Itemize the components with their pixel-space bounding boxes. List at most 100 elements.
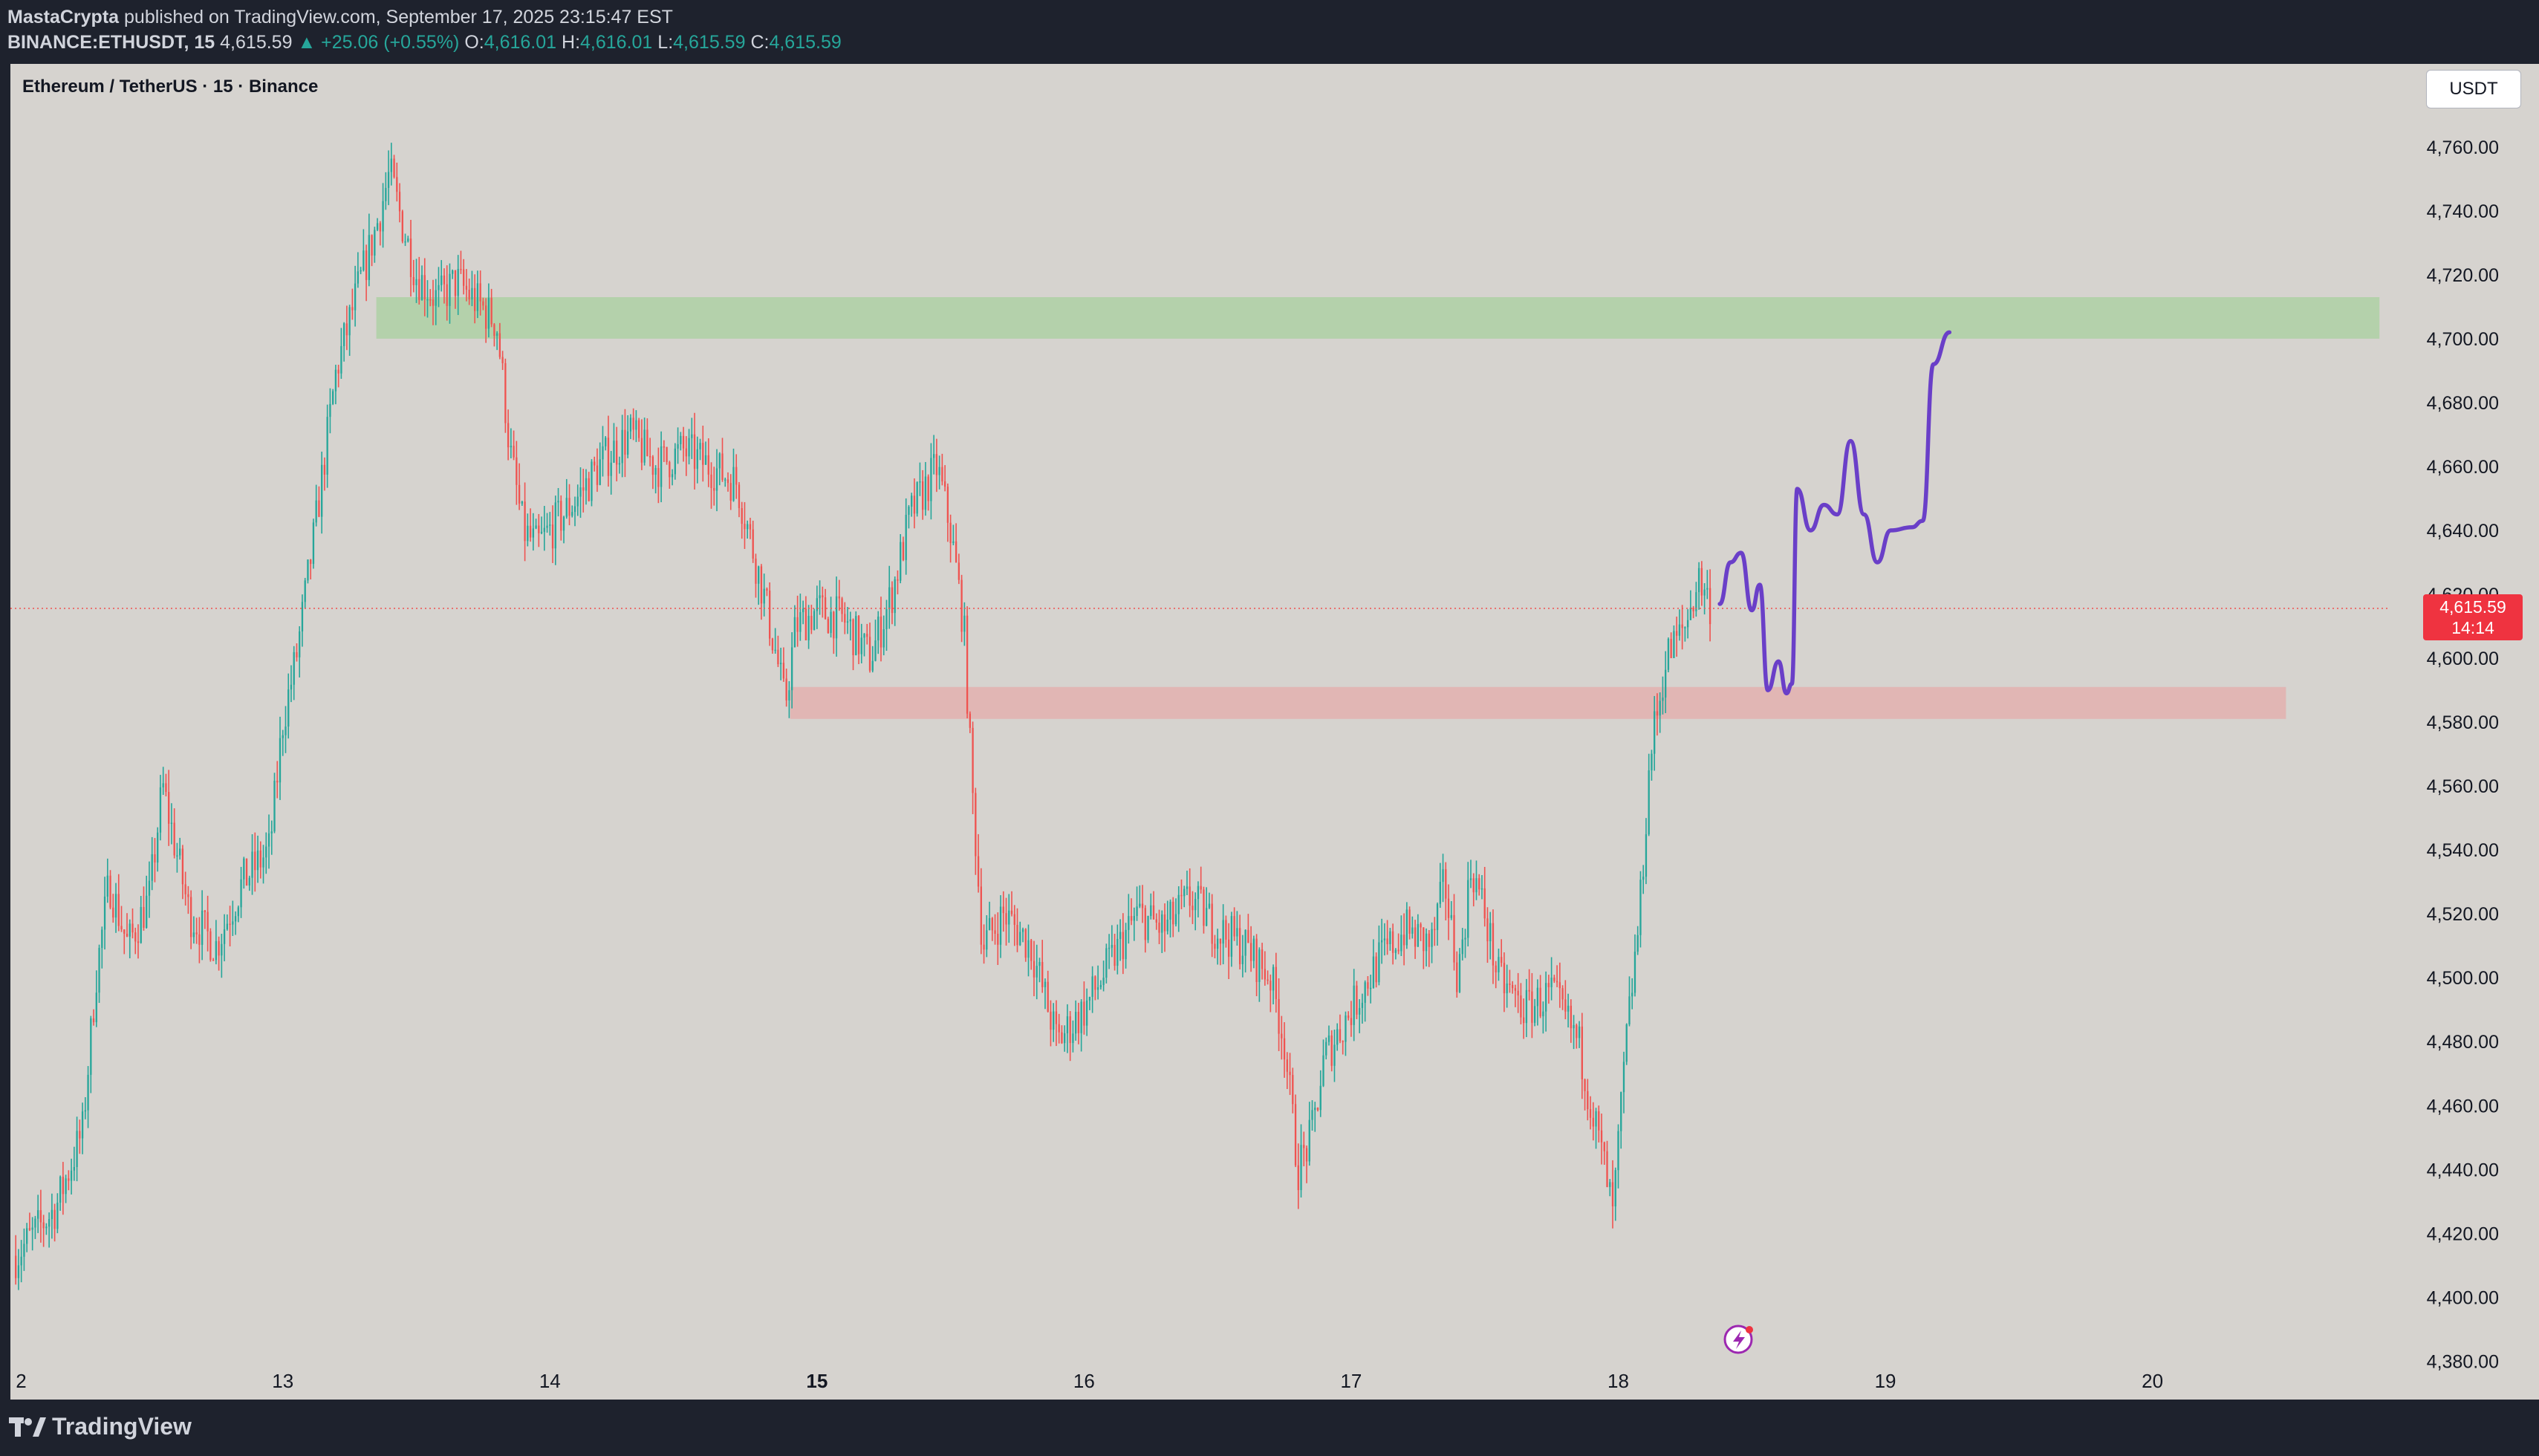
candle-body bbox=[1008, 910, 1010, 925]
candle-body bbox=[463, 269, 465, 286]
chart-canvas[interactable]: 2 13 14 15 16 17 18 19 20 bbox=[10, 64, 2387, 1400]
candle-body bbox=[189, 897, 192, 937]
candle-body bbox=[1475, 878, 1477, 893]
candle-body bbox=[401, 211, 403, 242]
candle-body bbox=[911, 495, 913, 507]
candle-body bbox=[654, 468, 657, 475]
candle-body bbox=[1642, 877, 1645, 880]
candle-body bbox=[643, 429, 646, 463]
tradingview-logo[interactable]: TradingView bbox=[9, 1413, 192, 1440]
candle-body bbox=[1303, 1145, 1305, 1148]
candle-body bbox=[972, 727, 974, 793]
candle-body bbox=[1483, 888, 1486, 919]
chart-pane[interactable]: 2 13 14 15 16 17 18 19 20 bbox=[10, 64, 2387, 1400]
candle-body bbox=[1036, 966, 1038, 978]
candle-body bbox=[571, 512, 573, 516]
candle-body bbox=[1570, 1005, 1572, 1029]
candle-body bbox=[363, 250, 365, 270]
candle-body bbox=[1197, 885, 1200, 900]
candle-body bbox=[173, 822, 175, 856]
candle-body bbox=[321, 464, 323, 517]
candle-body bbox=[938, 467, 940, 475]
candle-body bbox=[1289, 1071, 1291, 1076]
candle-body bbox=[1405, 909, 1408, 946]
candle-body bbox=[154, 854, 156, 863]
candle-body bbox=[1576, 1024, 1578, 1039]
symbol-label[interactable]: BINANCE:ETHUSDT, 15 bbox=[7, 32, 215, 53]
candle-body bbox=[718, 453, 721, 469]
y-tick-label: 4,720.00 bbox=[2427, 265, 2499, 286]
candle-body bbox=[935, 454, 938, 475]
candle-body bbox=[894, 579, 896, 614]
currency-button[interactable]: USDT bbox=[2426, 70, 2521, 108]
candle-body bbox=[932, 454, 935, 458]
y-tick-label: 4,420.00 bbox=[2427, 1223, 2499, 1244]
candle-body bbox=[465, 285, 468, 290]
candle-body bbox=[1217, 938, 1219, 949]
candle-body bbox=[20, 1256, 22, 1266]
candle-body bbox=[460, 269, 462, 270]
candle-body bbox=[240, 879, 242, 908]
candle-body bbox=[1319, 1085, 1321, 1111]
candle-body bbox=[1447, 898, 1450, 918]
candle-body bbox=[724, 479, 726, 481]
candle-body bbox=[1469, 878, 1472, 880]
candle-body bbox=[1189, 886, 1191, 906]
demand-zone[interactable] bbox=[790, 686, 2286, 719]
y-tick-label: 4,760.00 bbox=[2427, 137, 2499, 158]
candle-body bbox=[87, 1074, 89, 1111]
price-axis[interactable]: 4,380.00 4,400.00 4,420.00 4,440.00 4,460.00… bbox=[2387, 64, 2539, 1400]
candle-body bbox=[646, 429, 648, 457]
candle-body bbox=[409, 238, 412, 278]
candle-body bbox=[657, 468, 660, 487]
candle-body bbox=[882, 629, 885, 648]
candle-body bbox=[426, 299, 429, 301]
candle-body bbox=[585, 478, 588, 491]
candle-body bbox=[1152, 905, 1155, 920]
candle-body bbox=[329, 403, 331, 417]
candle-body bbox=[1611, 1182, 1614, 1206]
candle-body bbox=[1573, 1024, 1575, 1029]
candle-body bbox=[326, 417, 328, 475]
candle-body bbox=[1547, 983, 1550, 987]
candle-body bbox=[729, 483, 732, 501]
candle-body bbox=[860, 637, 862, 654]
candle-body bbox=[766, 588, 768, 591]
publisher-name[interactable]: MastaCrypta bbox=[7, 7, 120, 27]
candle-body bbox=[1005, 913, 1007, 925]
candle-body bbox=[704, 455, 707, 465]
high-label: H: bbox=[562, 32, 581, 53]
y-tick-label: 4,540.00 bbox=[2427, 840, 2499, 861]
supply-zone[interactable] bbox=[376, 297, 2380, 339]
candle-body bbox=[871, 660, 874, 671]
candle-body bbox=[1442, 869, 1444, 883]
candle-body bbox=[62, 1177, 65, 1195]
candle-body bbox=[610, 462, 612, 476]
candle-body bbox=[1684, 627, 1686, 628]
x-axis: 2 13 14 15 16 17 18 19 20 bbox=[16, 1370, 2163, 1392]
candle-body bbox=[1581, 1026, 1583, 1079]
candle-body bbox=[849, 619, 851, 622]
y-tick-label: 4,580.00 bbox=[2427, 712, 2499, 733]
candle-body bbox=[713, 487, 715, 491]
low-label: L: bbox=[657, 32, 674, 53]
candle-body bbox=[1434, 929, 1436, 931]
candle-body bbox=[1158, 922, 1160, 933]
candle-body bbox=[1192, 906, 1194, 911]
candle-body bbox=[365, 250, 368, 280]
candle-body bbox=[1353, 985, 1355, 1025]
candle-body bbox=[955, 541, 958, 563]
candle-body bbox=[516, 457, 518, 485]
candle-body bbox=[758, 566, 760, 584]
candle-body bbox=[1450, 914, 1452, 918]
candle-body bbox=[863, 634, 865, 638]
candle-body bbox=[997, 933, 999, 945]
candle-body bbox=[1177, 894, 1180, 914]
candle-body bbox=[605, 438, 607, 446]
candle-body bbox=[1183, 888, 1186, 897]
candle-body bbox=[618, 463, 621, 465]
candle-body bbox=[1361, 1002, 1364, 1008]
zones-layer bbox=[376, 297, 2380, 719]
candle-body bbox=[493, 324, 495, 337]
projection-path[interactable] bbox=[1717, 330, 1952, 696]
